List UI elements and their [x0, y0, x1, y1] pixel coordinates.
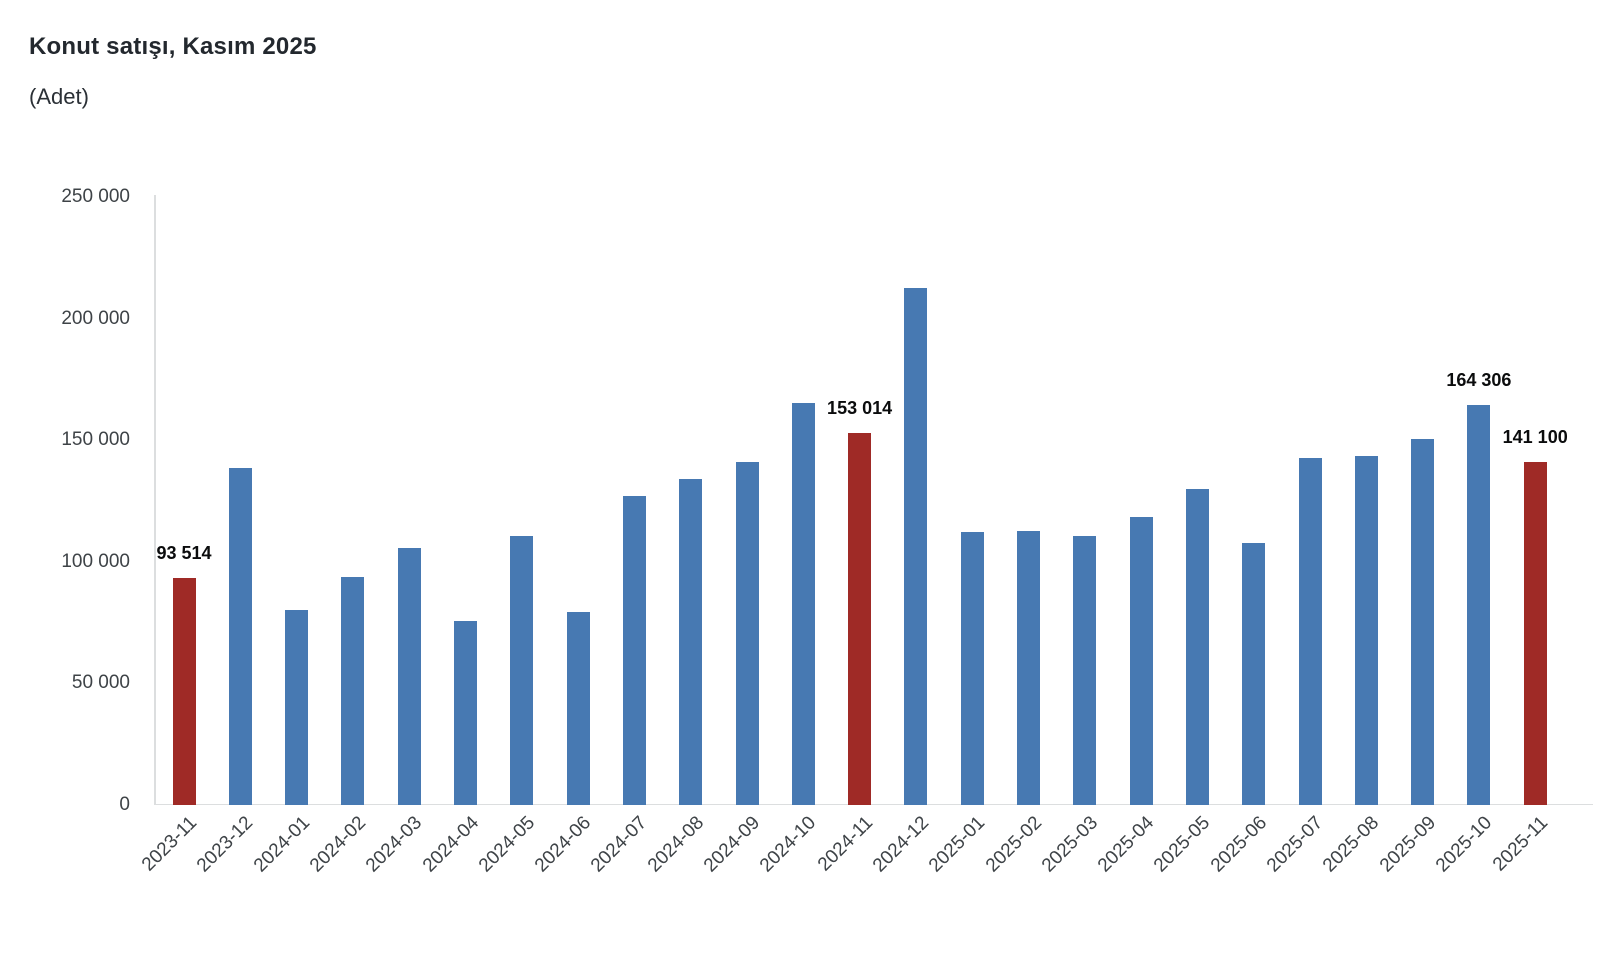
x-tick-label-2025-03: 2025-03: [1037, 812, 1102, 877]
x-tick-label-2025-04: 2025-04: [1094, 812, 1159, 877]
bar-2025-10: [1467, 405, 1491, 805]
bar-2024-01: [285, 609, 309, 805]
bar-2024-04: [454, 621, 477, 805]
bar-2025-05: [1185, 488, 1209, 805]
bar-2024-03: [397, 548, 421, 805]
x-tick-label-2024-08: 2024-08: [643, 812, 708, 877]
x-tick-label-2024-11: 2024-11: [813, 812, 877, 876]
page-subtitle: (Adet): [29, 84, 89, 109]
y-tick-label: 150 000: [61, 429, 130, 451]
y-axis-line: [154, 195, 156, 805]
x-tick-label-2024-04: 2024-04: [418, 812, 483, 877]
x-tick-label-2023-12: 2023-12: [193, 812, 258, 877]
x-tick-label-2025-08: 2025-08: [1319, 812, 1384, 877]
x-tick-label-2024-05: 2024-05: [474, 812, 539, 877]
bar-2025-04: [1129, 517, 1153, 805]
x-tick-label-2024-07: 2024-07: [587, 812, 652, 877]
x-tick-label-2025-11: 2025-11: [1489, 812, 1553, 876]
x-tick-label-2024-02: 2024-02: [305, 812, 371, 877]
bar-2024-10: [791, 403, 815, 805]
bar-2024-08: [679, 478, 703, 805]
bar-2023-12: [228, 467, 252, 805]
y-tick-label: 0: [119, 794, 130, 815]
x-tick-label-2025-05: 2025-05: [1150, 812, 1215, 877]
bar-2024-11: [848, 432, 872, 805]
bar-2025-09: [1411, 438, 1435, 805]
x-tick-label-2023-11: 2023-11: [137, 812, 202, 876]
x-tick-label-2025-09: 2025-09: [1375, 812, 1440, 877]
bar-2024-12: [904, 287, 928, 805]
x-tick-label-2025-01: 2025-01: [925, 812, 990, 877]
x-tick-label-2025-10: 2025-10: [1431, 812, 1497, 877]
y-tick-label: 250 000: [61, 186, 130, 207]
bar-value-label: 93 514: [156, 542, 212, 563]
y-tick-label: 50 000: [71, 672, 130, 694]
x-tick-label-2024-01: 2024-01: [249, 812, 314, 877]
x-tick-label-2025-06: 2025-06: [1206, 812, 1271, 877]
x-tick-label-2025-07: 2025-07: [1262, 812, 1328, 877]
page-title: Konut satışı, Kasım 2025: [29, 33, 317, 60]
x-axis-line: [155, 803, 1593, 805]
x-tick-label-2025-02: 2025-02: [981, 812, 1046, 877]
y-tick-label: 100 000: [61, 550, 130, 572]
bar-value-label: 141 100: [1502, 426, 1568, 447]
x-tick-label-2024-09: 2024-09: [699, 812, 765, 877]
x-tick-label-2024-10: 2024-10: [756, 812, 821, 877]
bar-2025-03: [1073, 535, 1097, 805]
bar-2024-02: [341, 576, 365, 805]
bar-2024-09: [735, 462, 759, 805]
bar-2023-11: [172, 577, 196, 805]
bar-2025-11: [1523, 461, 1547, 805]
bar-2025-07: [1298, 457, 1322, 805]
bar-2025-08: [1354, 456, 1378, 805]
x-tick-label-2024-06: 2024-06: [531, 812, 596, 877]
bar-2025-01: [960, 532, 984, 805]
x-tick-label-2024-03: 2024-03: [362, 812, 427, 877]
bar-2024-06: [566, 612, 590, 805]
bar-2024-05: [510, 536, 534, 805]
bar-2025-02: [1017, 530, 1040, 805]
y-tick-label: 200 000: [61, 307, 130, 329]
bar-value-label: 164 306: [1446, 370, 1512, 391]
bar-2024-07: [622, 495, 646, 805]
bar-value-label: 153 014: [827, 397, 893, 418]
x-tick-label-2024-12: 2024-12: [868, 812, 934, 877]
bar-2025-06: [1242, 543, 1266, 805]
